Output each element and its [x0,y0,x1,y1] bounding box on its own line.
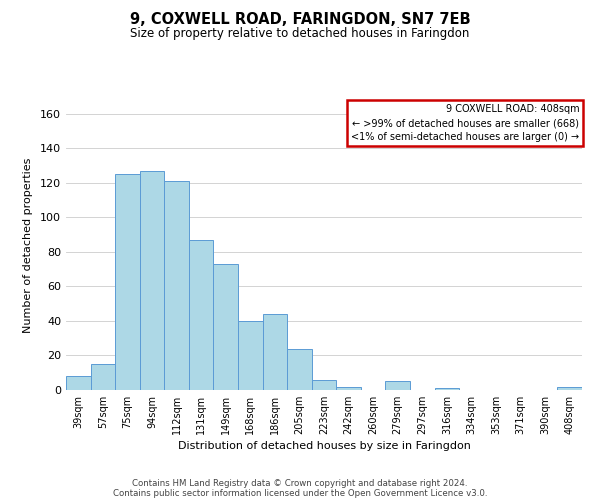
Bar [189,240,214,390]
Bar [140,171,164,390]
Bar [557,386,582,390]
Bar [336,386,361,390]
Text: Contains HM Land Registry data © Crown copyright and database right 2024.: Contains HM Land Registry data © Crown c… [132,478,468,488]
Text: 9 COXWELL ROAD: 408sqm
← >99% of detached houses are smaller (668)
<1% of semi-d: 9 COXWELL ROAD: 408sqm ← >99% of detache… [351,104,580,142]
Bar [263,314,287,390]
Bar [164,181,189,390]
Text: 9, COXWELL ROAD, FARINGDON, SN7 7EB: 9, COXWELL ROAD, FARINGDON, SN7 7EB [130,12,470,28]
Bar [312,380,336,390]
Text: Size of property relative to detached houses in Faringdon: Size of property relative to detached ho… [130,28,470,40]
Bar [434,388,459,390]
Bar [287,348,312,390]
Bar [385,382,410,390]
Y-axis label: Number of detached properties: Number of detached properties [23,158,33,332]
Bar [91,364,115,390]
Bar [66,376,91,390]
Bar [238,321,263,390]
Bar [115,174,140,390]
Bar [214,264,238,390]
Text: Contains public sector information licensed under the Open Government Licence v3: Contains public sector information licen… [113,488,487,498]
X-axis label: Distribution of detached houses by size in Faringdon: Distribution of detached houses by size … [178,441,470,451]
